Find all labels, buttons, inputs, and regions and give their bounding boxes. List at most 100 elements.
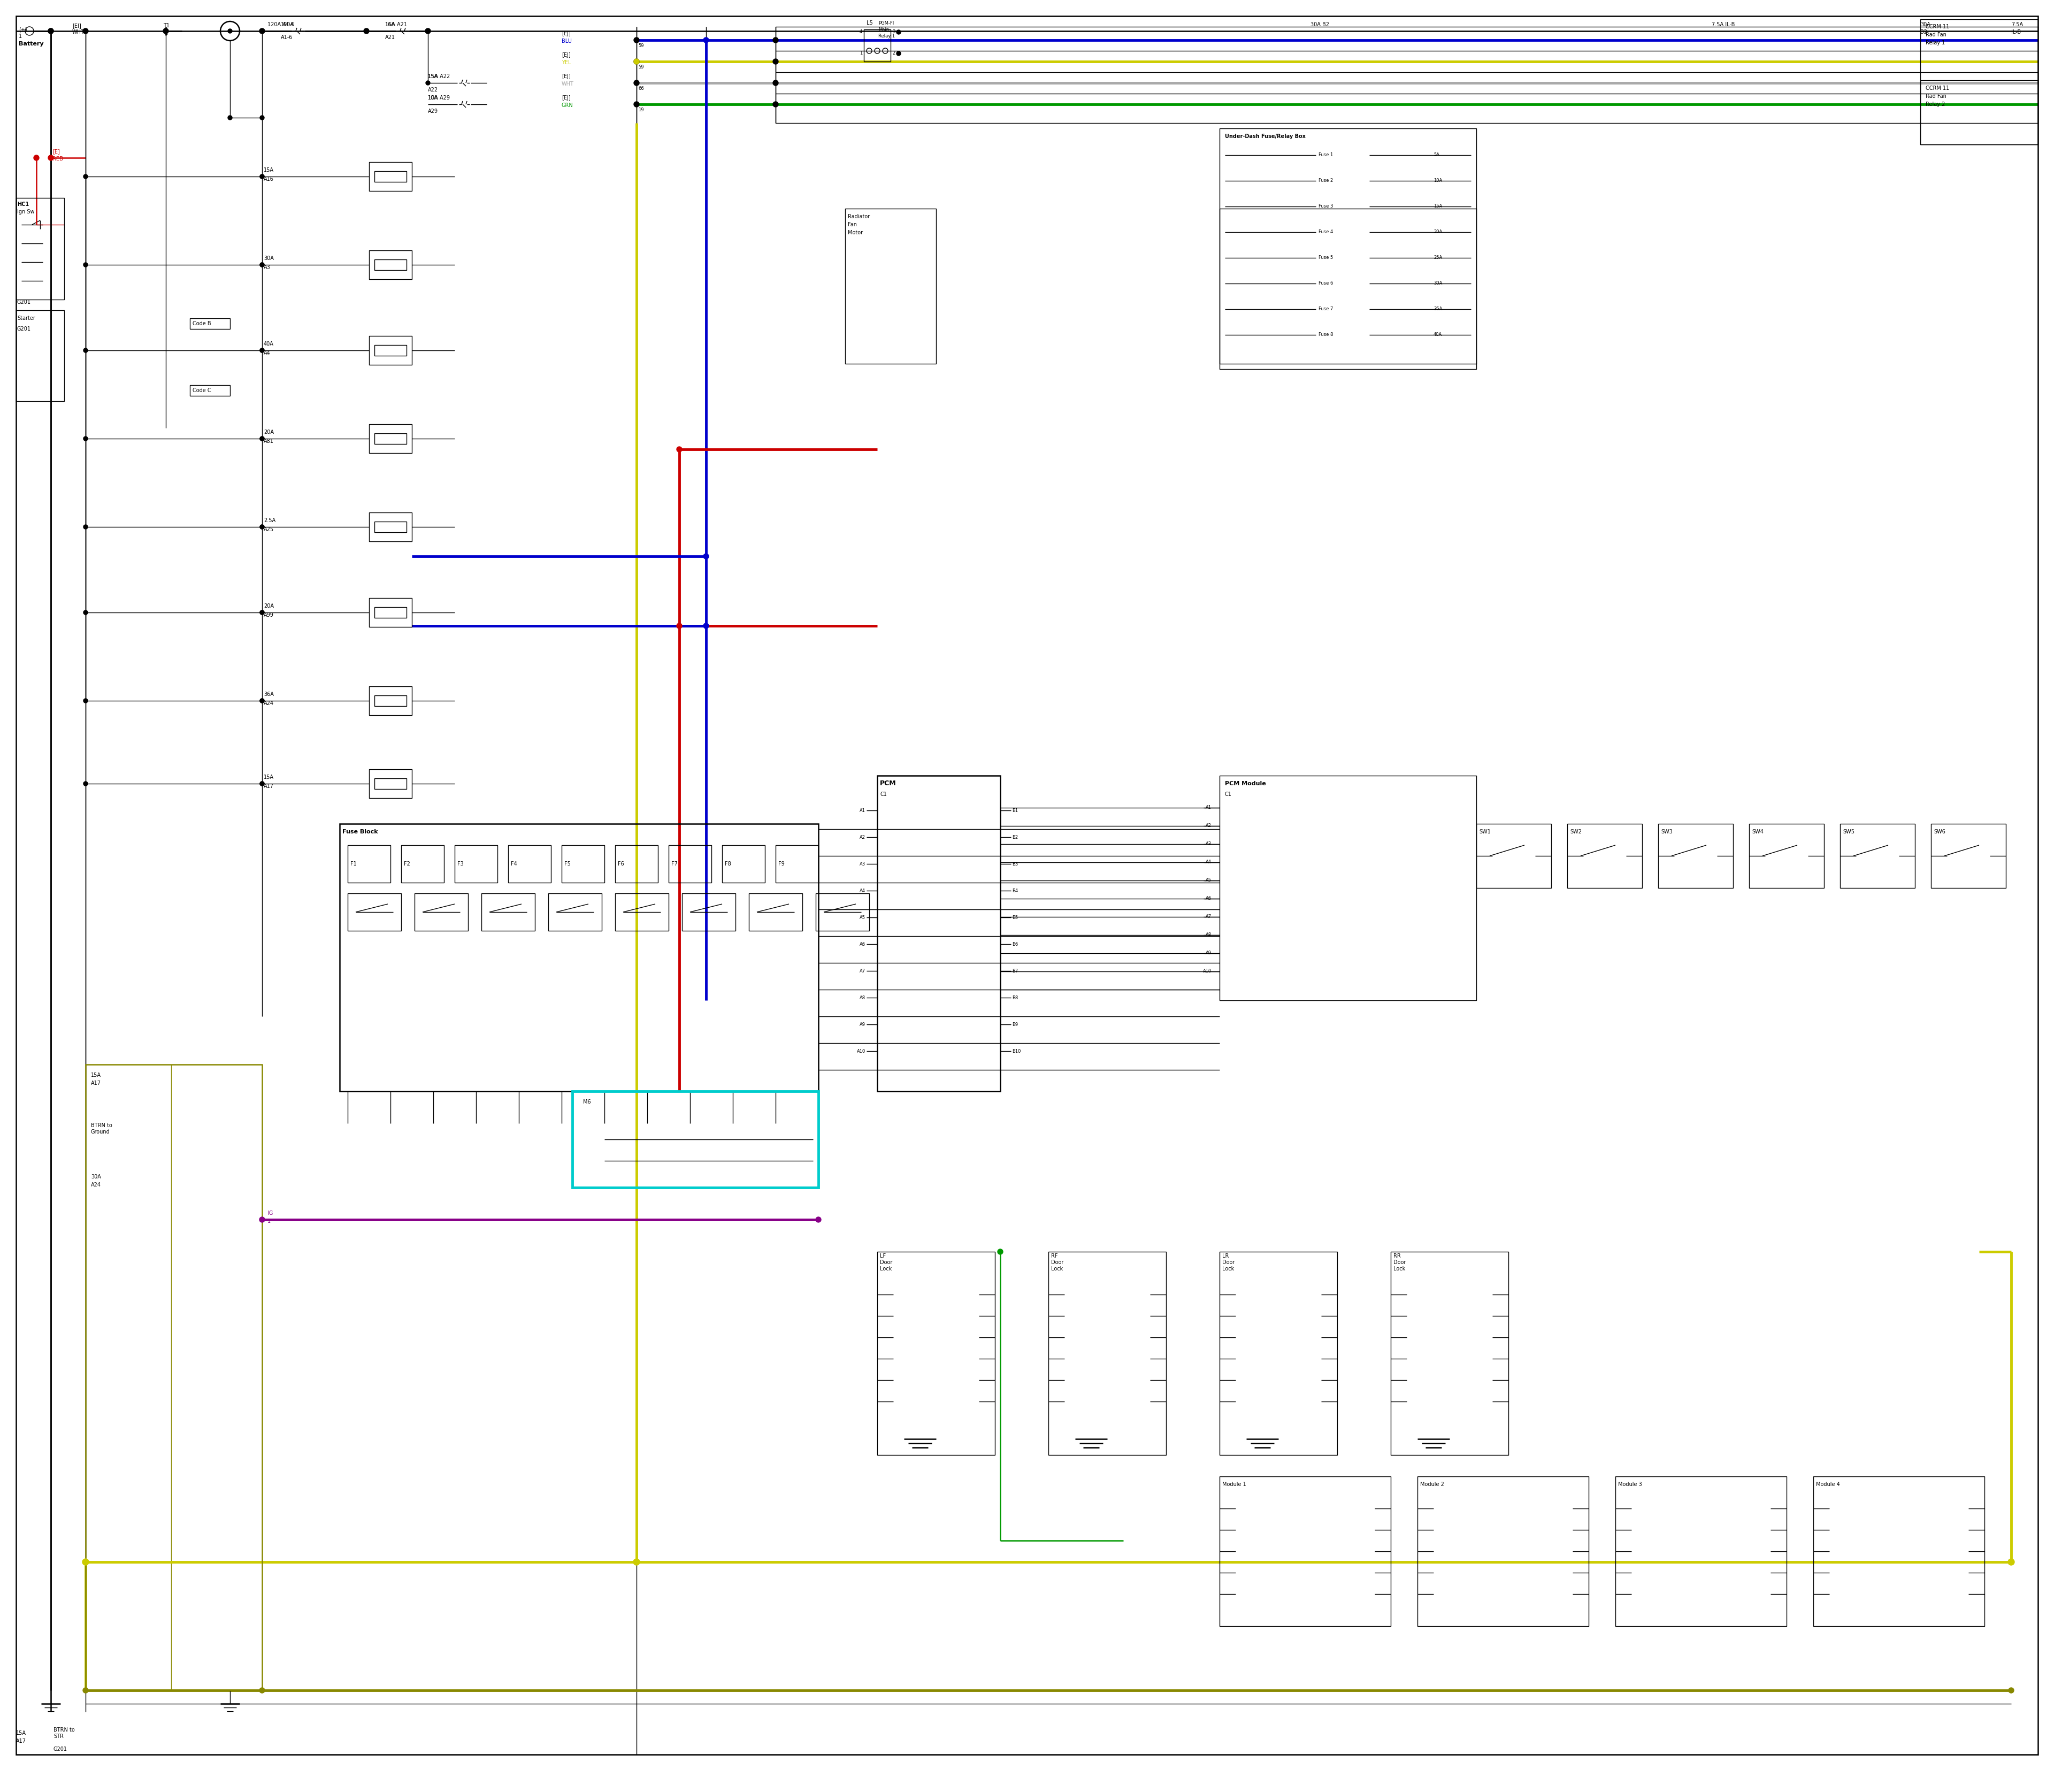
Text: PCM Module: PCM Module [1224,781,1265,787]
Circle shape [425,81,429,84]
Text: Module 2: Module 2 [1419,1482,1444,1487]
Text: 40A: 40A [263,340,273,346]
Circle shape [772,81,778,86]
Text: A10: A10 [1204,969,1212,973]
Text: Fan: Fan [848,222,857,228]
Circle shape [261,263,265,267]
Circle shape [84,781,88,787]
Text: [E]: [E] [53,149,60,154]
Bar [374,778,407,788]
Text: RR
Door
Lock: RR Door Lock [1393,1254,1405,1271]
Circle shape [84,174,88,179]
Circle shape [635,102,639,108]
Bar [401,846,444,883]
Text: 10A A29: 10A A29 [427,95,450,100]
Text: A17: A17 [90,1081,101,1086]
Text: F8: F8 [725,862,731,867]
Bar [507,846,550,883]
Text: A5: A5 [1206,878,1212,883]
Text: A7: A7 [1206,914,1212,919]
Circle shape [702,554,709,559]
Text: [EJ]: [EJ] [561,73,571,79]
Text: [EJ]: [EJ] [561,30,571,36]
Circle shape [425,29,431,34]
Bar [374,346,407,357]
Text: 20A: 20A [1434,229,1442,235]
Bar [1920,81,2038,145]
Text: F9: F9 [778,862,785,867]
Text: WHT: WHT [72,29,84,34]
Circle shape [261,699,265,702]
Text: A1: A1 [859,808,865,814]
Text: A81: A81 [263,439,273,444]
Circle shape [47,29,53,34]
Circle shape [261,699,265,702]
Text: SW6: SW6 [1933,830,1945,835]
Bar [415,894,468,930]
Circle shape [261,611,265,615]
Text: 2: 2 [891,52,896,56]
Text: BTRN to
Ground: BTRN to Ground [90,1124,113,1134]
Text: A21: A21 [386,34,394,39]
Text: A10: A10 [857,1048,865,1054]
Bar [1567,824,1641,889]
Text: Motor: Motor [848,229,863,235]
Bar [776,27,2038,124]
Text: 10A: 10A [427,95,438,100]
Text: A29: A29 [427,109,438,115]
Circle shape [261,115,265,120]
Text: 30A: 30A [263,256,273,262]
Bar [370,686,413,715]
Bar [374,521,407,532]
Text: CCRM 11: CCRM 11 [1927,86,1949,91]
Text: G201: G201 [16,299,31,305]
Text: Relay 1: Relay 1 [879,34,896,38]
Text: A3: A3 [1206,842,1212,846]
Text: F3: F3 [458,862,464,867]
Bar [1840,824,1914,889]
Text: L5: L5 [867,20,873,25]
Circle shape [702,38,709,43]
Bar [189,385,230,396]
Bar [481,894,534,930]
Text: A6: A6 [1206,896,1212,901]
Circle shape [261,348,265,353]
Text: B2: B2 [1920,29,1927,34]
Text: 16A A21: 16A A21 [386,22,407,27]
Bar [370,425,413,453]
Text: A8: A8 [859,995,865,1000]
Text: B7: B7 [1013,968,1019,973]
Text: F5: F5 [565,862,571,867]
Bar [370,251,413,280]
Text: 120A A1-6: 120A A1-6 [267,22,294,27]
Text: Radiator: Radiator [848,213,871,219]
Text: Ign Sw: Ign Sw [16,210,35,215]
Circle shape [228,29,232,34]
Text: Fuse 5: Fuse 5 [1319,256,1333,260]
Text: RF
Door
Lock: RF Door Lock [1052,1254,1064,1271]
Bar [370,335,413,366]
Text: 4: 4 [859,30,863,34]
Circle shape [84,263,88,267]
Circle shape [702,624,709,629]
Bar [1920,20,2038,145]
Text: B4: B4 [1013,889,1019,892]
Text: SW2: SW2 [1569,830,1582,835]
Text: G201: G201 [16,326,31,332]
Circle shape [261,781,265,787]
Text: 3: 3 [891,30,896,34]
Circle shape [261,437,265,441]
Text: B5: B5 [1013,916,1019,919]
Bar [877,776,1000,1091]
Text: 36A: 36A [263,692,273,697]
Bar [1417,1477,1588,1625]
Text: 19: 19 [639,108,643,113]
Bar [865,29,891,61]
Bar [370,513,413,541]
Bar [374,260,407,271]
Text: [EJ]: [EJ] [561,95,571,100]
Text: Code B: Code B [193,321,212,326]
Bar [1931,824,2007,889]
Circle shape [635,38,639,43]
Text: Fuse 8: Fuse 8 [1319,333,1333,337]
